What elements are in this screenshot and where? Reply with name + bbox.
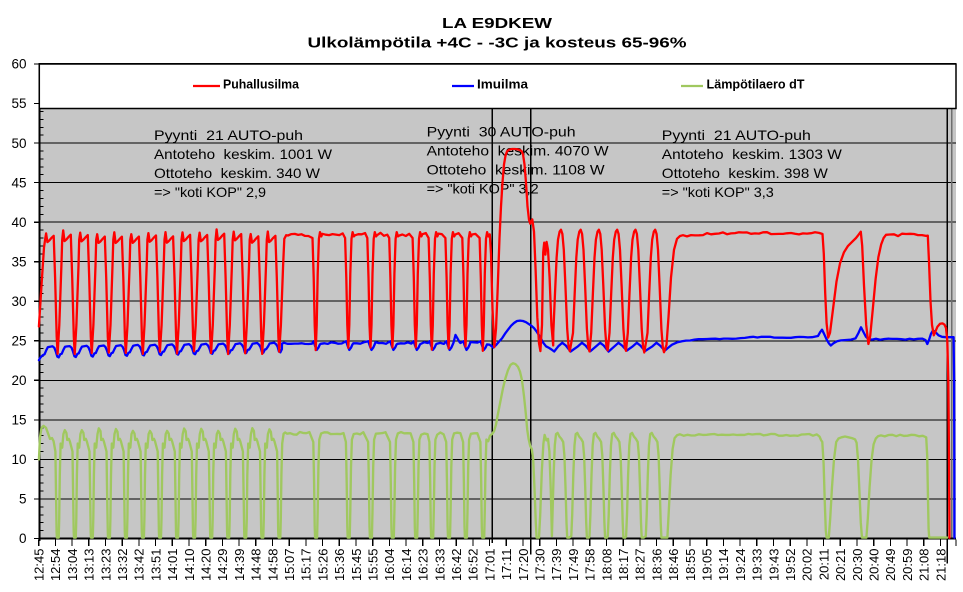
svg-text:Ottoteho keskim. 398 W: Ottoteho keskim. 398 W	[662, 165, 829, 181]
svg-text:18:36: 18:36	[649, 549, 664, 582]
svg-text:Ottoteho keskim. 340 W: Ottoteho keskim. 340 W	[154, 165, 321, 181]
svg-text:15:45: 15:45	[349, 549, 364, 582]
svg-text:19:24: 19:24	[733, 549, 748, 582]
svg-text:17:49: 17:49	[566, 549, 581, 582]
svg-text:50: 50	[11, 136, 26, 151]
svg-text:20:59: 20:59	[900, 549, 915, 582]
svg-text:14:10: 14:10	[182, 549, 197, 582]
svg-text:20:49: 20:49	[883, 549, 898, 582]
svg-text:17:58: 17:58	[583, 549, 598, 582]
svg-text:20:40: 20:40	[867, 549, 882, 582]
svg-text:13:32: 13:32	[115, 549, 130, 582]
svg-text:20:02: 20:02	[800, 549, 815, 582]
svg-text:LA E9DKEW: LA E9DKEW	[442, 15, 553, 32]
svg-text:55: 55	[11, 96, 26, 111]
svg-text:30: 30	[11, 294, 26, 309]
svg-text:5: 5	[19, 492, 27, 507]
svg-text:Puhallusilma: Puhallusilma	[223, 77, 300, 92]
svg-text:21:08: 21:08	[917, 549, 932, 582]
svg-text:Pyynti 30 AUTO-puh: Pyynti 30 AUTO-puh	[427, 124, 576, 140]
svg-text:16:42: 16:42	[449, 549, 464, 582]
svg-text:18:46: 18:46	[666, 549, 681, 582]
svg-text:60: 60	[11, 57, 26, 72]
svg-text:18:17: 18:17	[616, 549, 631, 582]
svg-text:Lämpötilaero dT: Lämpötilaero dT	[707, 77, 805, 92]
svg-text:16:23: 16:23	[416, 549, 431, 582]
svg-text:14:39: 14:39	[232, 549, 247, 582]
svg-text:=> "koti KOP" 2,9: => "koti KOP" 2,9	[154, 184, 266, 200]
svg-text:13:51: 13:51	[148, 549, 163, 582]
svg-text:13:42: 13:42	[132, 549, 147, 582]
svg-text:20: 20	[11, 373, 26, 388]
svg-text:15:55: 15:55	[366, 549, 381, 582]
svg-text:15:26: 15:26	[315, 549, 330, 582]
svg-text:13:04: 13:04	[65, 549, 80, 582]
svg-text:16:04: 16:04	[382, 549, 397, 582]
svg-text:25: 25	[11, 334, 26, 349]
svg-text:17:30: 17:30	[533, 549, 548, 582]
svg-text:13:13: 13:13	[82, 549, 97, 582]
svg-text:19:14: 19:14	[716, 549, 731, 582]
svg-text:18:08: 18:08	[599, 549, 614, 582]
svg-text:15: 15	[11, 413, 26, 428]
svg-text:16:33: 16:33	[432, 549, 447, 582]
svg-text:Ottoteho keskim. 1108 W: Ottoteho keskim. 1108 W	[427, 162, 606, 178]
svg-text:17:01: 17:01	[482, 549, 497, 582]
svg-text:12:45: 12:45	[32, 549, 47, 582]
svg-text:45: 45	[11, 175, 26, 190]
svg-text:19:05: 19:05	[700, 549, 715, 582]
svg-text:21:18: 21:18	[933, 549, 948, 582]
svg-text:14:58: 14:58	[265, 549, 280, 582]
svg-text:20:21: 20:21	[833, 549, 848, 582]
svg-text:14:20: 14:20	[199, 549, 214, 582]
svg-text:16:52: 16:52	[466, 549, 481, 582]
svg-text:0: 0	[19, 531, 27, 546]
svg-text:Antoteho keskim. 1001 W: Antoteho keskim. 1001 W	[154, 146, 333, 162]
svg-text:16:14: 16:14	[399, 549, 414, 582]
svg-text:14:29: 14:29	[215, 549, 230, 582]
svg-text:15:17: 15:17	[299, 549, 314, 582]
svg-text:=> "koti KOP" 3,3: => "koti KOP" 3,3	[662, 184, 774, 200]
svg-text:13:23: 13:23	[98, 549, 113, 582]
svg-text:14:01: 14:01	[165, 549, 180, 582]
svg-text:20:30: 20:30	[850, 549, 865, 582]
svg-text:10: 10	[11, 452, 26, 467]
svg-text:Pyynti 21 AUTO-puh: Pyynti 21 AUTO-puh	[154, 127, 303, 143]
svg-text:12:54: 12:54	[48, 549, 63, 582]
svg-text:17:39: 17:39	[549, 549, 564, 582]
svg-text:Pyynti 21 AUTO-puh: Pyynti 21 AUTO-puh	[662, 127, 811, 143]
svg-text:40: 40	[11, 215, 26, 230]
svg-text:17:11: 17:11	[499, 549, 514, 581]
svg-text:19:52: 19:52	[783, 549, 798, 582]
svg-text:14:48: 14:48	[249, 549, 264, 582]
svg-text:15:36: 15:36	[332, 549, 347, 582]
svg-text:18:27: 18:27	[633, 549, 648, 582]
svg-text:35: 35	[11, 254, 26, 269]
svg-text:Ulkolämpötila +4C - -3C ja kos: Ulkolämpötila +4C - -3C ja kosteus 65-96…	[308, 35, 687, 51]
svg-text:Imuilma: Imuilma	[477, 77, 529, 92]
svg-text:19:33: 19:33	[750, 549, 765, 582]
svg-text:20:11: 20:11	[816, 549, 831, 581]
svg-text:15:07: 15:07	[282, 549, 297, 582]
svg-text:19:43: 19:43	[766, 549, 781, 582]
svg-text:=> "koti KOP" 3,2: => "koti KOP" 3,2	[427, 181, 539, 197]
svg-text:18:55: 18:55	[683, 549, 698, 582]
svg-text:17:20: 17:20	[516, 549, 531, 582]
svg-text:Antoteho keskim. 1303 W: Antoteho keskim. 1303 W	[662, 146, 843, 162]
